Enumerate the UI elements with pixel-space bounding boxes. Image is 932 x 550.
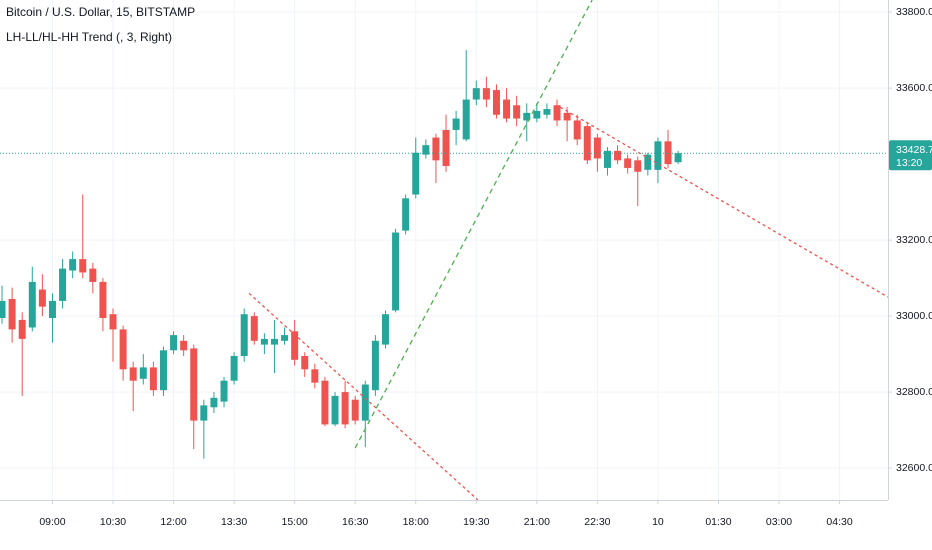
- candle-body: [8, 299, 16, 330]
- candle-body: [119, 329, 127, 370]
- candle-body: [109, 314, 117, 330]
- y-tick-label: 33200.00: [896, 234, 932, 246]
- indicator-label[interactable]: LH-LL/HL-HH Trend (, 3, Right): [6, 30, 172, 44]
- candle-body: [392, 232, 400, 311]
- candle-body: [593, 137, 601, 159]
- candle-body: [371, 340, 379, 391]
- candle-body: [543, 109, 551, 115]
- candle-body: [230, 356, 238, 381]
- candle-body: [180, 340, 188, 351]
- candle-body: [523, 112, 531, 121]
- candle-body: [250, 316, 258, 341]
- candle-body: [553, 105, 561, 121]
- x-tick-label: 10: [652, 516, 664, 528]
- x-tick-label: 15:00: [282, 516, 308, 528]
- candle-body: [603, 150, 611, 168]
- chart-title: Bitcoin / U.S. Dollar, 15, BITSTAMP: [6, 5, 195, 19]
- candle-body: [0, 300, 6, 319]
- candle-body: [452, 118, 460, 130]
- candle-body: [492, 90, 500, 115]
- y-tick-label: 33800.00: [896, 6, 932, 18]
- candle-body: [341, 392, 349, 425]
- candle-body: [18, 319, 26, 339]
- candle-body: [139, 367, 147, 379]
- candle-body: [462, 99, 470, 140]
- candle-body: [482, 88, 490, 100]
- candle-body: [583, 126, 591, 161]
- candle-body: [79, 259, 87, 273]
- candle-body: [644, 154, 652, 170]
- candle-body: [442, 129, 450, 167]
- candle-body: [38, 289, 46, 307]
- candle-body: [28, 281, 36, 328]
- candle-body: [422, 145, 430, 155]
- x-tick-label: 21:00: [524, 516, 550, 528]
- candle-body: [361, 384, 369, 421]
- y-tick-label: 33000.00: [896, 310, 932, 322]
- candle-body: [210, 397, 218, 408]
- candle-body: [674, 153, 682, 163]
- candle-body: [89, 268, 97, 282]
- candle-body: [412, 152, 420, 195]
- candle-body: [624, 158, 632, 168]
- candle-body: [200, 405, 208, 421]
- y-tick-label: 33600.00: [896, 82, 932, 94]
- x-tick-label: 16:30: [342, 516, 368, 528]
- candle-body: [513, 105, 521, 119]
- axes: 32600.00 32800.00 33000.00 33200.00 33600.00…: [39, 6, 932, 528]
- candle-body: [331, 395, 339, 425]
- candle-body: [260, 338, 268, 345]
- candle-body: [220, 380, 228, 402]
- x-tick-label: 12:00: [160, 516, 186, 528]
- candle-body: [351, 399, 359, 421]
- x-tick-label: 03:00: [766, 516, 792, 528]
- candle-body: [270, 338, 278, 345]
- candle-body: [311, 369, 319, 383]
- x-tick-label: 22:30: [584, 516, 610, 528]
- candle-body: [573, 120, 581, 140]
- y-tick-label: 32600.00: [896, 462, 932, 474]
- candle-body: [533, 110, 541, 119]
- candle-body: [654, 141, 662, 170]
- y-tick-label: 32800.00: [896, 386, 932, 398]
- plot-area: [0, 0, 888, 500]
- countdown-label: 13:20: [896, 157, 922, 169]
- candle-body: [69, 259, 77, 271]
- candle-body: [291, 331, 299, 360]
- candle-body: [99, 281, 107, 319]
- candle-body: [614, 150, 622, 161]
- candle-body: [190, 348, 198, 421]
- candle-body: [129, 367, 137, 381]
- trend-line: [354, 0, 593, 449]
- x-tick-label: 18:00: [403, 516, 429, 528]
- last-price-label: 33428.74: [896, 144, 932, 156]
- candle-body: [402, 198, 410, 231]
- candle-body: [634, 160, 642, 172]
- x-tick-label: 09:00: [39, 516, 65, 528]
- candle-body: [503, 99, 511, 119]
- candle-body: [240, 314, 248, 357]
- candle-body: [159, 350, 167, 391]
- x-tick-label: 10:30: [100, 516, 126, 528]
- x-tick-label: 04:30: [826, 516, 852, 528]
- candle-body: [563, 112, 571, 121]
- candle-body: [381, 314, 389, 345]
- candle-body: [281, 335, 289, 341]
- candle-body: [664, 141, 672, 165]
- candle-body: [48, 300, 56, 319]
- candle-body: [472, 88, 480, 100]
- candle-body: [301, 356, 309, 370]
- candle-body: [432, 137, 440, 161]
- candle-body: [59, 268, 67, 301]
- grid: [0, 0, 888, 500]
- x-tick-label: 13:30: [221, 516, 247, 528]
- candle-body: [170, 335, 178, 351]
- candle-body: [149, 367, 157, 391]
- last-price-badge: [889, 140, 932, 171]
- candle-body: [321, 380, 329, 425]
- x-tick-label: 01:30: [705, 516, 731, 528]
- x-tick-label: 19:30: [463, 516, 489, 528]
